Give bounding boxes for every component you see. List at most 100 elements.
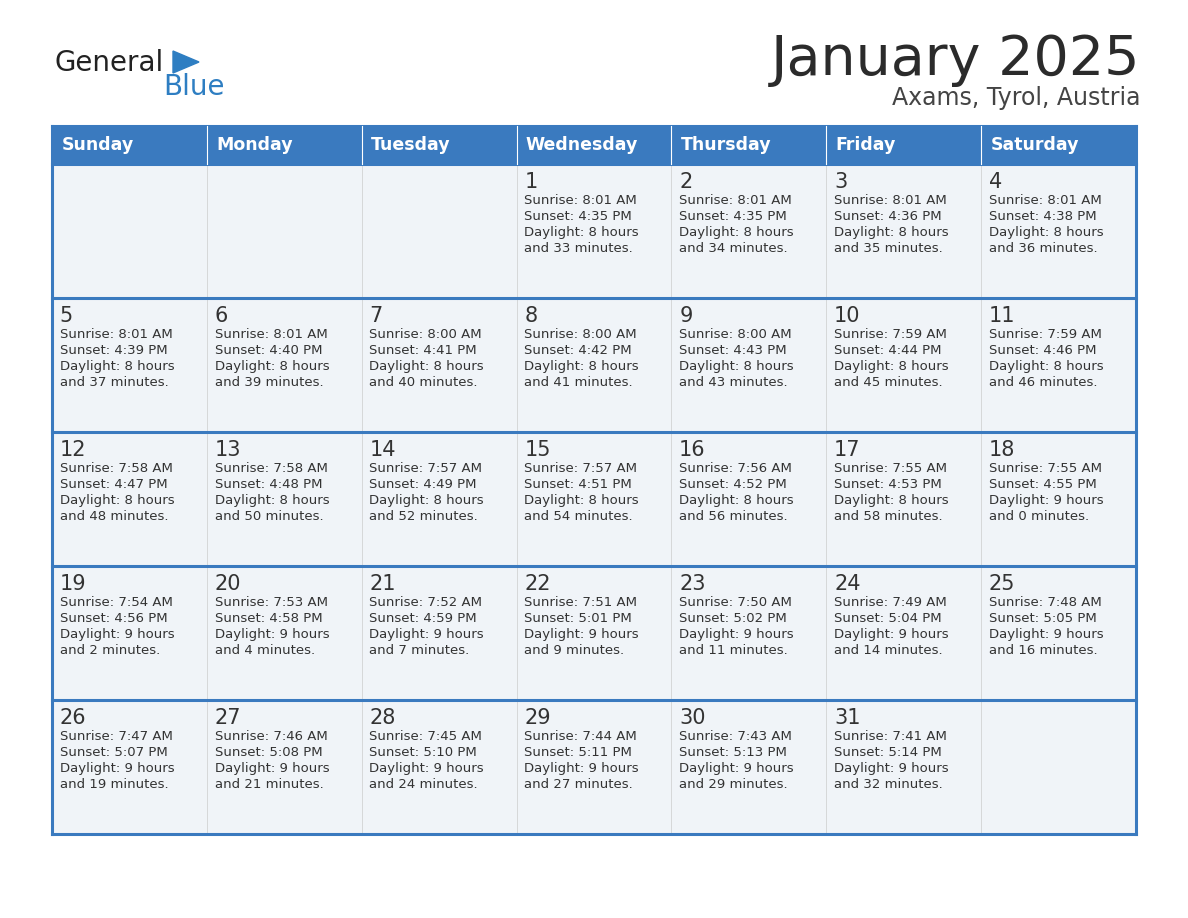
Bar [827,164,981,298]
Text: and 29 minutes.: and 29 minutes. [680,778,788,791]
Text: Sunset: 4:53 PM: Sunset: 4:53 PM [834,478,942,491]
Text: and 16 minutes.: and 16 minutes. [988,644,1098,657]
Bar [671,700,827,834]
Text: Sunset: 4:46 PM: Sunset: 4:46 PM [988,344,1097,357]
Text: Friday: Friday [835,136,896,154]
Text: 26: 26 [59,708,87,728]
Text: Daylight: 8 hours: Daylight: 8 hours [524,494,639,507]
Text: and 39 minutes.: and 39 minutes. [215,376,323,389]
Text: Sunset: 5:05 PM: Sunset: 5:05 PM [988,612,1097,625]
Text: Daylight: 8 hours: Daylight: 8 hours [59,360,175,373]
Text: Sunset: 4:56 PM: Sunset: 4:56 PM [59,612,168,625]
Text: Sunrise: 7:46 AM: Sunrise: 7:46 AM [215,730,328,743]
Polygon shape [173,51,200,73]
Bar [981,164,1136,298]
Bar [517,566,671,700]
Text: and 52 minutes.: and 52 minutes. [369,510,479,523]
Bar [981,432,1136,566]
Text: 7: 7 [369,306,383,326]
Bar [361,432,517,566]
Text: Daylight: 9 hours: Daylight: 9 hours [369,628,484,641]
Text: Sunset: 4:35 PM: Sunset: 4:35 PM [680,210,786,223]
Text: Sunrise: 7:58 AM: Sunrise: 7:58 AM [59,462,172,475]
Text: 10: 10 [834,306,860,326]
Text: 11: 11 [988,306,1016,326]
Text: Sunrise: 7:48 AM: Sunrise: 7:48 AM [988,596,1101,609]
Text: Daylight: 8 hours: Daylight: 8 hours [834,226,949,239]
Text: Sunset: 4:35 PM: Sunset: 4:35 PM [524,210,632,223]
Bar [207,298,361,432]
Text: Sunset: 5:04 PM: Sunset: 5:04 PM [834,612,942,625]
Text: and 37 minutes.: and 37 minutes. [59,376,169,389]
Bar [671,566,827,700]
Text: Saturday: Saturday [991,136,1079,154]
Text: Sunset: 4:52 PM: Sunset: 4:52 PM [680,478,786,491]
Text: Sunrise: 8:01 AM: Sunrise: 8:01 AM [988,194,1101,207]
Text: Daylight: 8 hours: Daylight: 8 hours [524,360,639,373]
Text: and 40 minutes.: and 40 minutes. [369,376,478,389]
Text: Daylight: 8 hours: Daylight: 8 hours [524,226,639,239]
Bar [827,700,981,834]
Text: and 19 minutes.: and 19 minutes. [59,778,169,791]
Text: Sunrise: 8:01 AM: Sunrise: 8:01 AM [834,194,947,207]
Bar [361,566,517,700]
Text: and 35 minutes.: and 35 minutes. [834,242,943,255]
Text: and 9 minutes.: and 9 minutes. [524,644,625,657]
Text: Daylight: 8 hours: Daylight: 8 hours [215,494,329,507]
Text: and 0 minutes.: and 0 minutes. [988,510,1089,523]
Text: Sunrise: 7:51 AM: Sunrise: 7:51 AM [524,596,637,609]
Bar [361,164,517,298]
Text: Sunset: 4:41 PM: Sunset: 4:41 PM [369,344,478,357]
Bar [981,126,1136,164]
Text: Daylight: 9 hours: Daylight: 9 hours [215,762,329,775]
Text: Sunset: 4:39 PM: Sunset: 4:39 PM [59,344,168,357]
Text: Sunset: 4:40 PM: Sunset: 4:40 PM [215,344,322,357]
Text: 9: 9 [680,306,693,326]
Text: 6: 6 [215,306,228,326]
Text: 28: 28 [369,708,396,728]
Text: and 33 minutes.: and 33 minutes. [524,242,633,255]
Text: and 32 minutes.: and 32 minutes. [834,778,943,791]
Text: Sunrise: 8:00 AM: Sunrise: 8:00 AM [680,328,791,341]
Text: Daylight: 9 hours: Daylight: 9 hours [680,628,794,641]
Text: 13: 13 [215,440,241,460]
Text: Daylight: 9 hours: Daylight: 9 hours [215,628,329,641]
Text: Sunrise: 7:54 AM: Sunrise: 7:54 AM [59,596,172,609]
Text: Sunrise: 7:50 AM: Sunrise: 7:50 AM [680,596,792,609]
Text: 20: 20 [215,574,241,594]
Text: Sunrise: 7:49 AM: Sunrise: 7:49 AM [834,596,947,609]
Text: Daylight: 8 hours: Daylight: 8 hours [988,360,1104,373]
Text: 21: 21 [369,574,396,594]
Text: 1: 1 [524,172,537,192]
Text: Thursday: Thursday [681,136,771,154]
Text: and 45 minutes.: and 45 minutes. [834,376,942,389]
Text: Daylight: 9 hours: Daylight: 9 hours [59,762,175,775]
Bar [207,700,361,834]
Bar [517,700,671,834]
Bar [827,566,981,700]
Text: General: General [55,49,164,77]
Text: Daylight: 9 hours: Daylight: 9 hours [834,762,949,775]
Text: Daylight: 9 hours: Daylight: 9 hours [988,494,1104,507]
Text: Sunrise: 7:55 AM: Sunrise: 7:55 AM [834,462,947,475]
Text: and 56 minutes.: and 56 minutes. [680,510,788,523]
Text: 30: 30 [680,708,706,728]
Text: and 50 minutes.: and 50 minutes. [215,510,323,523]
Bar [207,164,361,298]
Text: and 36 minutes.: and 36 minutes. [988,242,1098,255]
Text: 14: 14 [369,440,396,460]
Text: Daylight: 9 hours: Daylight: 9 hours [59,628,175,641]
Bar [517,164,671,298]
Text: Sunrise: 7:44 AM: Sunrise: 7:44 AM [524,730,637,743]
Text: Sunset: 4:49 PM: Sunset: 4:49 PM [369,478,476,491]
Text: 25: 25 [988,574,1016,594]
Bar [52,298,207,432]
Text: 31: 31 [834,708,860,728]
Text: Sunrise: 7:56 AM: Sunrise: 7:56 AM [680,462,792,475]
Text: Daylight: 9 hours: Daylight: 9 hours [834,628,949,641]
Text: 15: 15 [524,440,551,460]
Text: Daylight: 9 hours: Daylight: 9 hours [369,762,484,775]
Bar [827,126,981,164]
Text: Daylight: 8 hours: Daylight: 8 hours [369,494,484,507]
Text: and 7 minutes.: and 7 minutes. [369,644,469,657]
